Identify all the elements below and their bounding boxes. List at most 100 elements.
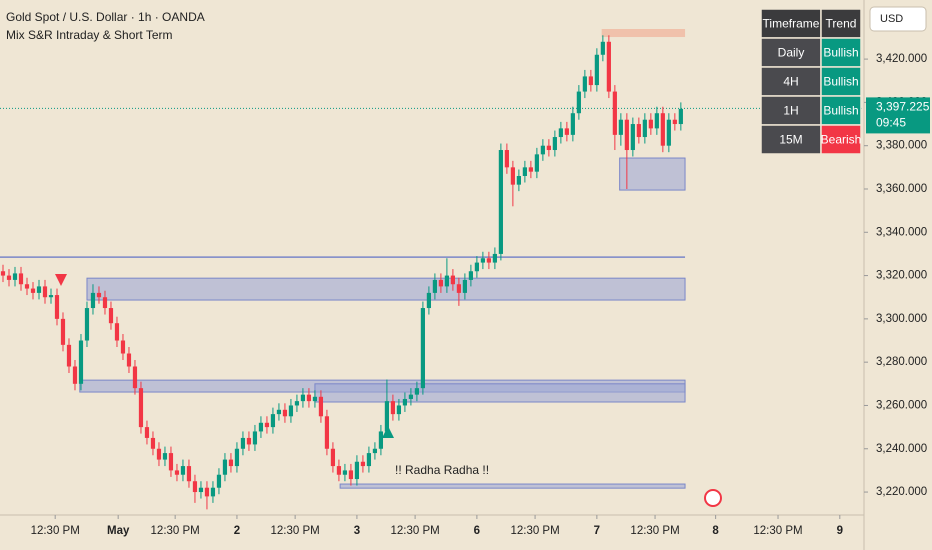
candle-body <box>444 275 449 287</box>
candle-body <box>96 292 102 298</box>
candle-body <box>408 394 414 399</box>
buy-signal <box>382 426 394 438</box>
x-tick-label: 12:30 PM <box>510 525 559 537</box>
y-tick-label: 3,300.000 <box>876 313 927 325</box>
candle-body <box>138 388 144 428</box>
plot <box>0 29 864 510</box>
candle-body <box>90 292 96 309</box>
candle-body <box>360 461 366 467</box>
sr-zone <box>314 383 686 403</box>
x-tick-label: 8 <box>712 525 719 537</box>
candle-body <box>432 279 437 293</box>
candle-body <box>450 275 455 285</box>
y-tick-label: 3,260.000 <box>876 399 927 411</box>
table-cell <box>760 8 822 39</box>
y-tick-label: 3,360.000 <box>876 183 927 195</box>
x-tick-label: 12:30 PM <box>31 525 80 537</box>
price-tag-countdown: 09:45 <box>876 116 906 130</box>
candle-body <box>462 279 467 293</box>
candle-body <box>660 113 665 146</box>
candle-body <box>534 154 539 172</box>
y-tick-label: 3,420.000 <box>876 53 927 65</box>
candle-body <box>18 273 24 285</box>
x-tick-label: May <box>107 525 130 537</box>
currency-button[interactable] <box>869 6 927 32</box>
candle-body <box>498 150 503 254</box>
candle-body <box>276 409 282 415</box>
candle-body <box>510 167 515 185</box>
candle-body <box>426 292 431 309</box>
candle-body <box>570 113 575 135</box>
candle-body <box>102 297 108 309</box>
candle-body <box>210 487 216 497</box>
candle-body <box>234 448 240 467</box>
table-cell-text: 15M <box>779 133 802 147</box>
candle-body <box>552 137 557 151</box>
candle-body <box>648 119 653 129</box>
candle-body <box>588 76 593 86</box>
candle-body <box>174 470 180 475</box>
table-cell-text: Daily <box>778 46 805 60</box>
candle-body <box>528 167 533 172</box>
table-cell-text: Trend <box>826 17 857 31</box>
candle-body <box>42 286 48 298</box>
event-flag[interactable] <box>704 489 722 507</box>
candle-body <box>162 453 168 460</box>
candle-body <box>474 262 479 272</box>
candle-body <box>666 119 671 146</box>
table-cell-text: Timeframe <box>763 17 820 31</box>
candle-body <box>564 128 569 135</box>
candle-body <box>264 422 270 428</box>
candle-body <box>366 453 372 467</box>
x-tick-label: 12:30 PM <box>630 525 679 537</box>
annotation: !! Radha Radha !! <box>395 463 489 477</box>
candle-body <box>318 396 324 417</box>
candle-body <box>36 286 42 293</box>
candle-body <box>582 76 587 92</box>
candle-body <box>66 344 72 367</box>
candle-body <box>270 414 276 428</box>
candle-body <box>390 401 396 415</box>
candle-body <box>126 353 132 367</box>
candle-body <box>414 388 420 395</box>
sr-zone <box>601 29 686 38</box>
candle-body <box>222 459 228 475</box>
x-tick-label: 6 <box>474 525 480 537</box>
sr-zone <box>619 157 686 191</box>
candle-body <box>192 481 198 493</box>
x-tick-label: 12:30 PM <box>753 525 802 537</box>
x-tick-label: 2 <box>234 525 240 537</box>
candle-body <box>84 308 90 341</box>
candle-body <box>402 398 408 406</box>
chart-subtitle: Mix S&R Intraday & Short Term <box>6 28 173 42</box>
candle-body <box>456 284 461 293</box>
candle-body <box>198 487 204 493</box>
table-cell <box>820 66 862 97</box>
candle-body <box>486 258 491 263</box>
x-tick-label: 12:30 PM <box>390 525 439 537</box>
candle-body <box>522 167 527 176</box>
candle-body <box>240 437 246 449</box>
candle-body <box>384 401 390 432</box>
currency-label: USD <box>880 13 903 25</box>
candle-body <box>468 271 473 280</box>
x-tick-label: 9 <box>837 525 843 537</box>
candle-body <box>252 431 258 445</box>
candle-body <box>342 470 348 475</box>
candle-body <box>144 427 150 438</box>
candle-body <box>654 113 659 129</box>
candle-body <box>618 119 623 135</box>
candle-body <box>48 295 54 298</box>
candle-body <box>642 119 647 138</box>
chart-title: Gold Spot / U.S. Dollar · 1h · OANDA <box>6 10 205 24</box>
candle-body <box>228 459 234 467</box>
candle-body <box>60 318 66 345</box>
candle-body <box>180 466 186 475</box>
candle-body <box>396 405 402 415</box>
price-tag <box>866 97 930 134</box>
candle-body <box>336 466 342 475</box>
x-tick-label: 12:30 PM <box>151 525 200 537</box>
candle-body <box>120 340 126 354</box>
candle-body <box>72 366 78 384</box>
